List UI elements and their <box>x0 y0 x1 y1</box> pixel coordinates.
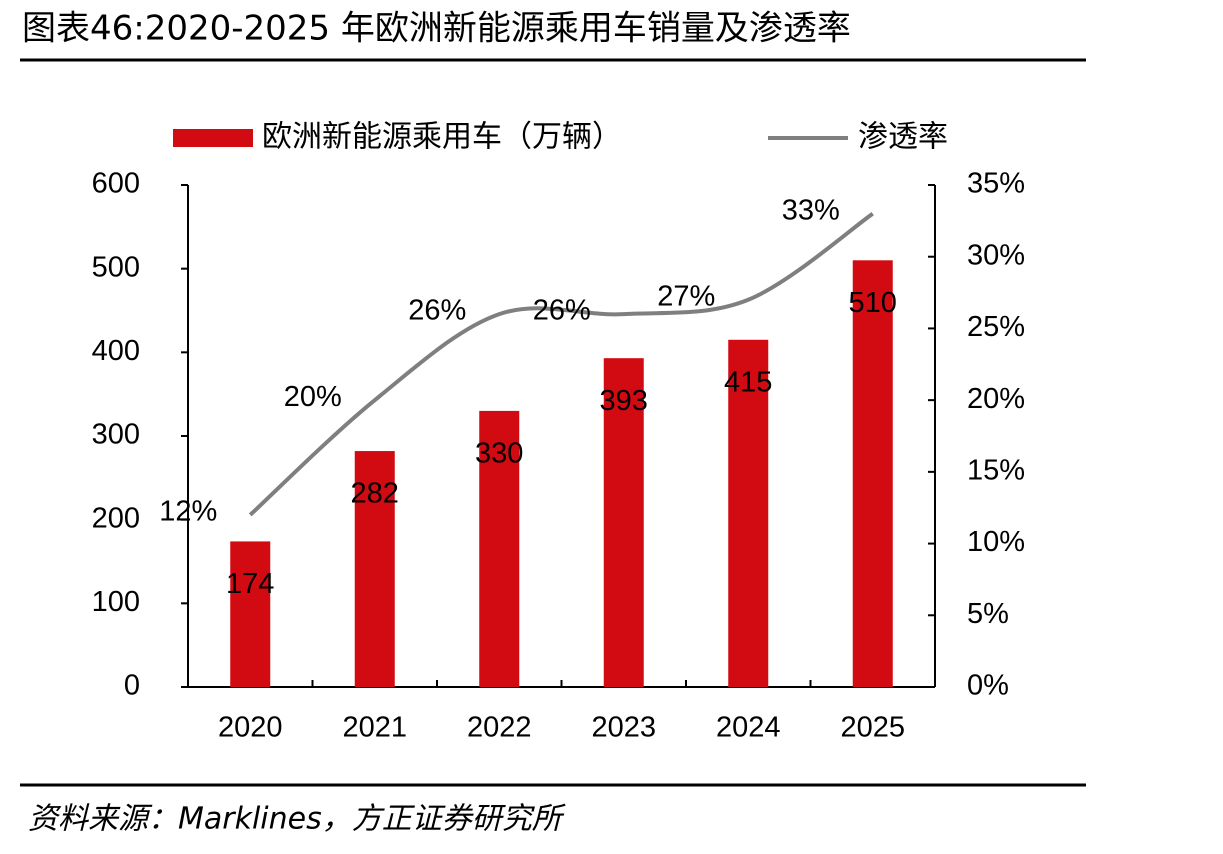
x-tick-label: 2020 <box>218 712 283 744</box>
legend-label: 渗透率 <box>858 120 948 155</box>
legend-label: 欧洲新能源乘用车（万辆） <box>262 120 622 155</box>
bar <box>479 410 520 687</box>
x-tick-label: 2025 <box>840 712 905 744</box>
chart-title: 图表46:2020-2025 年欧洲新能源乘用车销量及渗透率 <box>22 9 851 49</box>
y2-tick-label: 35% <box>967 168 1025 200</box>
x-tick-label: 2024 <box>716 712 781 744</box>
y2-tick-label: 10% <box>967 526 1025 558</box>
legend-swatch <box>173 129 253 147</box>
line-label: 12% <box>159 496 217 528</box>
bar <box>603 358 644 687</box>
x-tick-label: 2023 <box>591 712 656 744</box>
bar-label: 393 <box>600 385 648 417</box>
y-tick-label: 300 <box>92 419 140 451</box>
y2-tick-label: 20% <box>967 383 1025 415</box>
bar-label: 510 <box>849 287 897 319</box>
bar <box>728 339 769 687</box>
line-label: 26% <box>408 295 466 327</box>
bar-label: 282 <box>351 478 399 510</box>
y2-tick-label: 15% <box>967 455 1025 487</box>
y-tick-label: 0 <box>124 670 140 702</box>
y-tick-label: 100 <box>92 586 140 618</box>
line-label: 20% <box>284 381 342 413</box>
line-label: 26% <box>533 295 591 327</box>
bar <box>852 260 893 687</box>
source: 资料来源：Marklines，方正证券研究所 <box>28 802 566 837</box>
bar <box>230 541 271 687</box>
bar-label: 330 <box>475 438 523 470</box>
line-label: 33% <box>782 194 840 226</box>
y-tick-label: 400 <box>92 335 140 367</box>
y2-tick-label: 30% <box>967 239 1025 271</box>
y2-tick-label: 25% <box>967 311 1025 343</box>
bar-label: 415 <box>724 366 772 398</box>
y2-tick-label: 5% <box>967 598 1009 630</box>
y-tick-label: 500 <box>92 251 140 283</box>
y-tick-label: 600 <box>92 168 140 200</box>
y-tick-label: 200 <box>92 502 140 534</box>
x-tick-label: 2022 <box>467 712 532 744</box>
bar-label: 174 <box>226 568 274 600</box>
bar <box>354 451 395 687</box>
x-tick-label: 2021 <box>342 712 407 744</box>
line-label: 27% <box>657 280 715 312</box>
line <box>248 212 874 517</box>
y2-tick-label: 0% <box>967 670 1009 702</box>
